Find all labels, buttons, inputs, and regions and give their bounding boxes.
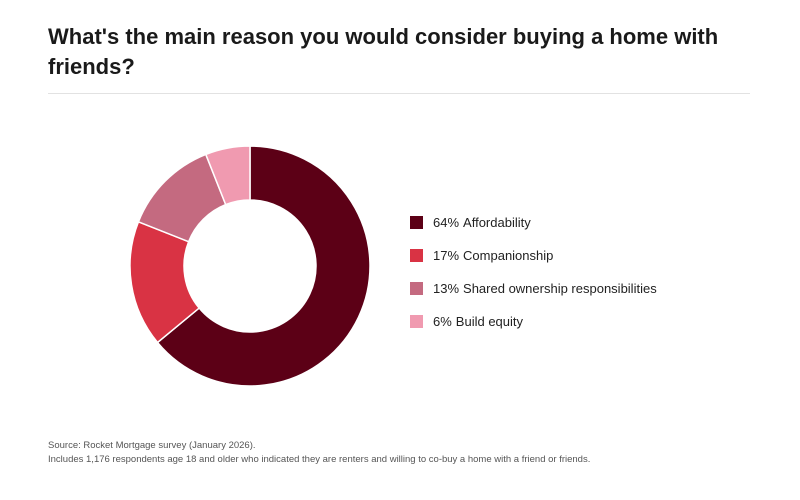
legend-value: 17% xyxy=(433,248,460,263)
notes: Source: Rocket Mortgage survey (January … xyxy=(48,439,590,467)
legend-entry: 64% Affordability xyxy=(410,206,657,239)
legend-label: Affordability xyxy=(463,215,531,230)
legend-label: Shared ownership responsibilities xyxy=(463,281,657,296)
legend-label: Companionship xyxy=(463,248,554,263)
divider xyxy=(48,93,750,94)
chart-title: What's the main reason you would conside… xyxy=(48,24,719,79)
legend-entry: 13% Shared ownership responsibilities xyxy=(410,272,657,305)
legend: 64% Affordability 17% Companionship 13% Share… xyxy=(410,206,657,338)
donut-slice xyxy=(204,145,251,206)
legend-swatch xyxy=(410,315,423,328)
legend-value: 13% xyxy=(433,281,460,296)
legend-label: Build equity xyxy=(455,314,524,329)
legend-swatch xyxy=(410,282,423,295)
donut-slice xyxy=(156,145,371,387)
note: Source: Rocket Mortgage survey (January … xyxy=(48,440,256,451)
legend-entry: 17% Companionship xyxy=(410,239,657,272)
legend-swatch xyxy=(410,249,423,262)
legend-value: 64% xyxy=(433,215,460,230)
legend-swatch xyxy=(410,216,423,229)
legend-entry: 6% Build equity xyxy=(410,305,657,338)
legend-value: 6% xyxy=(433,314,452,329)
note: Includes 1,176 respondents age 18 and ol… xyxy=(48,454,591,465)
